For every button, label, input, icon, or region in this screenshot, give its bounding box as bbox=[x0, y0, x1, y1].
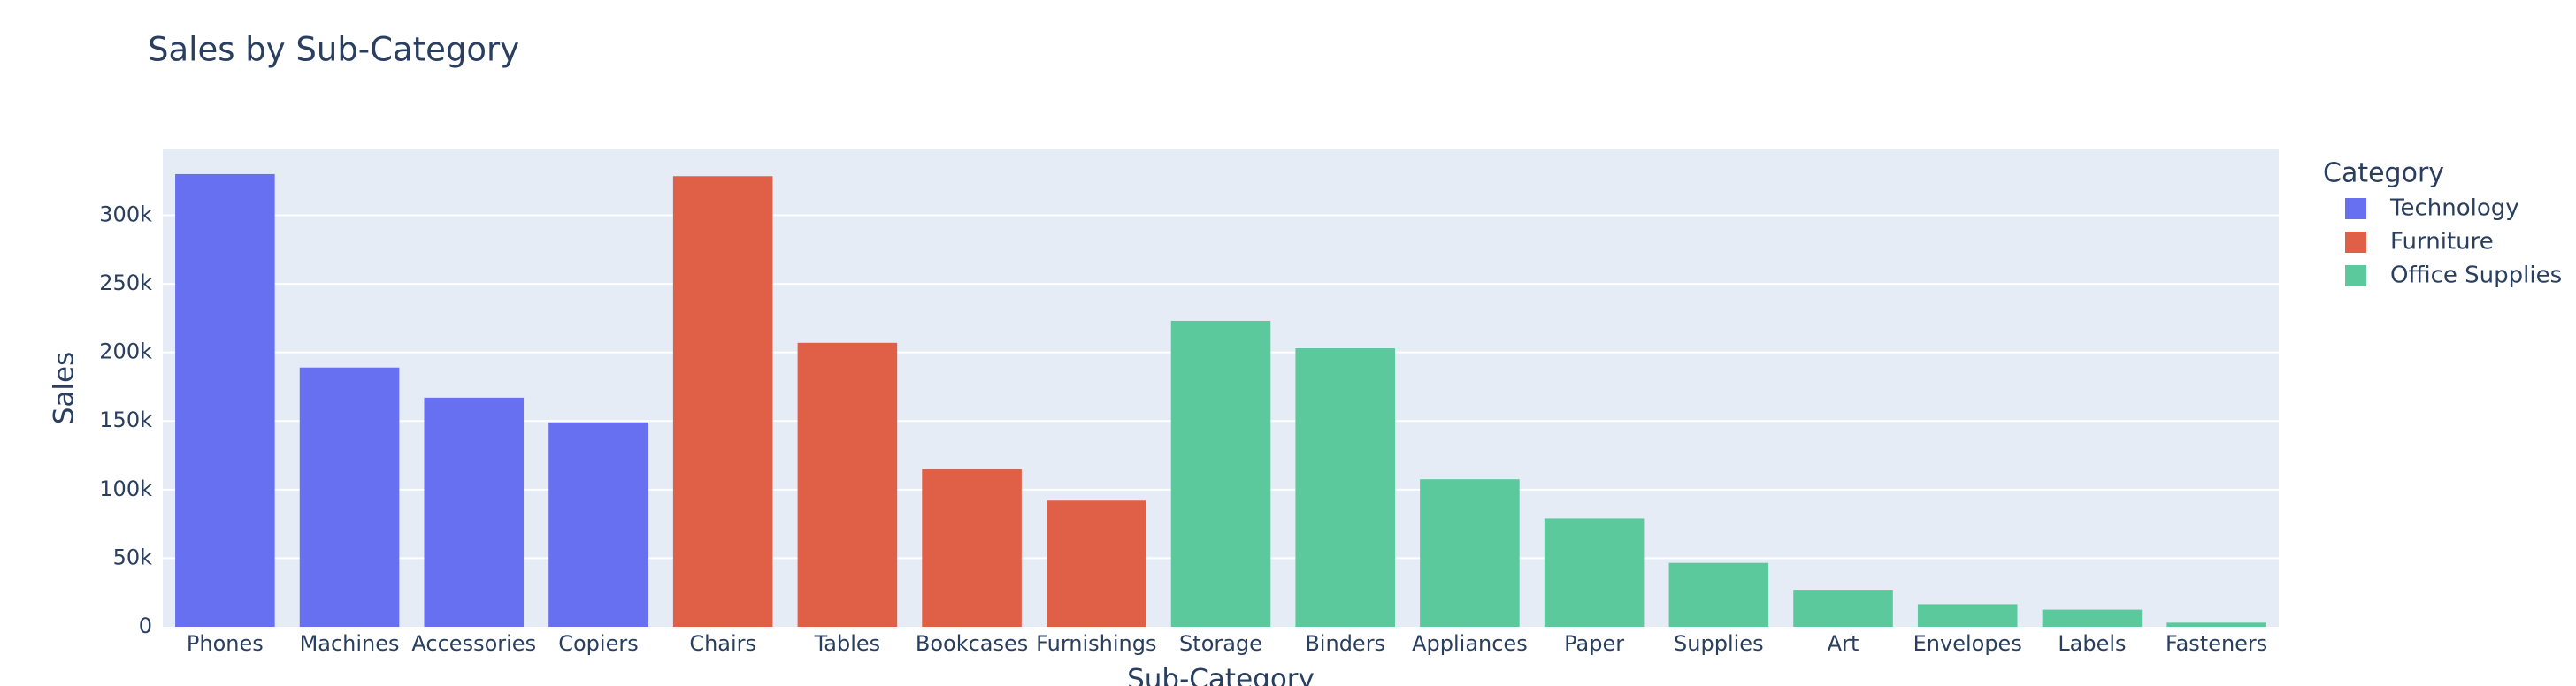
bar bbox=[922, 469, 1022, 627]
y-tick-label: 150k bbox=[99, 408, 152, 432]
x-tick-label: Storage bbox=[1179, 631, 1262, 656]
x-tick-label: Fasteners bbox=[2166, 631, 2267, 656]
bar bbox=[1170, 320, 1271, 627]
bar bbox=[424, 397, 525, 627]
x-tick-label: Copiers bbox=[558, 631, 638, 656]
y-axis-title: Sales bbox=[49, 352, 80, 425]
legend-title: Category bbox=[2323, 158, 2444, 189]
x-tick-label: Phones bbox=[187, 631, 264, 656]
x-tick-label: Appliances bbox=[1412, 631, 1528, 656]
x-tick-label: Labels bbox=[2058, 631, 2126, 656]
bar bbox=[672, 176, 773, 628]
x-tick-label: Chairs bbox=[689, 631, 756, 656]
legend-label: Office Supplies bbox=[2390, 263, 2562, 289]
bar bbox=[797, 342, 898, 627]
x-tick-label: Furnishings bbox=[1036, 631, 1156, 656]
bar bbox=[299, 367, 400, 627]
x-tick-label: Accessories bbox=[411, 631, 536, 656]
x-tick-label: Binders bbox=[1305, 631, 1385, 656]
y-tick-label: 100k bbox=[99, 476, 152, 501]
bar bbox=[175, 173, 275, 627]
x-tick-label: Envelopes bbox=[1913, 631, 2022, 656]
y-tick-label: 50k bbox=[113, 545, 153, 569]
x-axis-title: Sub-Category bbox=[1127, 664, 1315, 686]
legend-swatch bbox=[2345, 232, 2366, 253]
legend-label: Furniture bbox=[2390, 229, 2494, 255]
y-tick-label: 250k bbox=[99, 271, 152, 295]
y-tick-label: 0 bbox=[139, 614, 152, 638]
bar bbox=[1544, 518, 1644, 627]
y-tick-label: 200k bbox=[99, 339, 152, 364]
x-tick-label: Art bbox=[1828, 631, 1859, 656]
x-tick-label: Paper bbox=[1564, 631, 1624, 656]
bar bbox=[1046, 500, 1146, 627]
bar bbox=[1420, 479, 1520, 627]
x-tick-label: Machines bbox=[300, 631, 400, 656]
bar bbox=[2042, 609, 2143, 627]
bar bbox=[1668, 562, 1769, 627]
x-tick-label: Supplies bbox=[1674, 631, 1764, 656]
x-tick-label: Tables bbox=[814, 631, 881, 656]
y-tick-label: 300k bbox=[99, 202, 152, 226]
chart-title: Sales by Sub-Category bbox=[148, 31, 519, 69]
bar bbox=[2166, 622, 2266, 627]
bar bbox=[1295, 348, 1395, 627]
x-tick-label: Bookcases bbox=[916, 631, 1028, 656]
legend-swatch bbox=[2345, 198, 2366, 219]
legend-swatch bbox=[2345, 265, 2366, 286]
bar bbox=[548, 422, 648, 627]
bar bbox=[1917, 604, 2018, 627]
legend-label: Technology bbox=[2389, 195, 2519, 222]
bar bbox=[1793, 590, 1893, 627]
